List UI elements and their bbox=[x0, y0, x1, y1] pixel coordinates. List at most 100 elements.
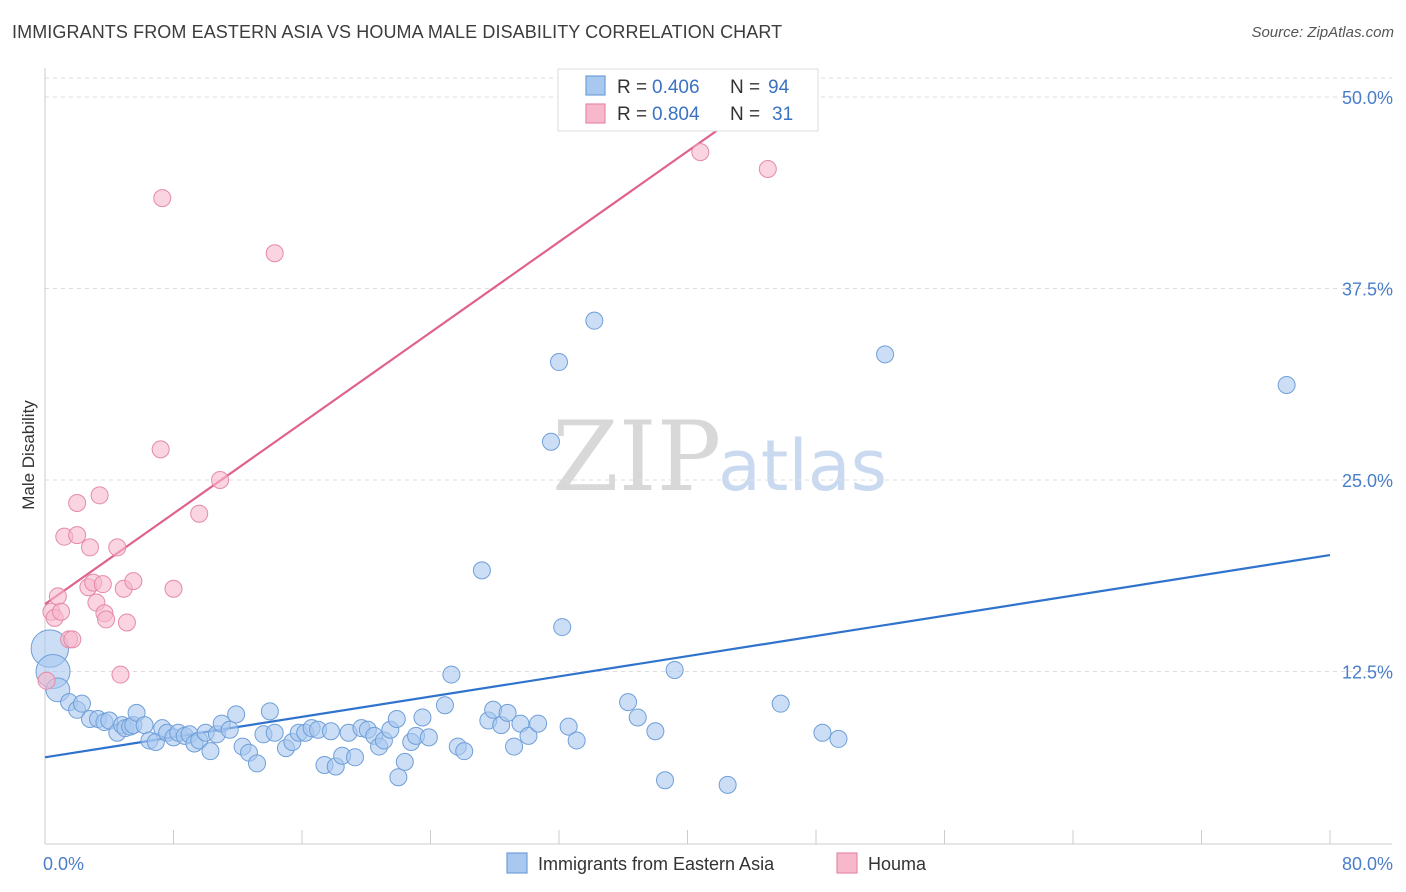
point-0-78 bbox=[553, 618, 572, 637]
point-1-7 bbox=[63, 630, 82, 649]
y-tick-labels: 12.5% 25.0% 37.5% 50.0% bbox=[1342, 88, 1393, 683]
point-1-26 bbox=[190, 504, 209, 523]
point-0-46 bbox=[321, 722, 340, 741]
point-1-25 bbox=[164, 579, 183, 598]
point-0-87 bbox=[665, 660, 684, 679]
legend-n-label-0: N = bbox=[730, 77, 760, 98]
point-1-17 bbox=[97, 610, 116, 629]
legend-bottom-label-eastern-asia: Immigrants from Eastern Asia bbox=[538, 854, 775, 874]
series-1-points bbox=[37, 143, 777, 690]
point-1-18 bbox=[108, 538, 127, 557]
point-0-57 bbox=[387, 709, 406, 728]
point-0-58 bbox=[389, 768, 408, 787]
point-0-65 bbox=[442, 665, 461, 684]
x-tick-labels: 0.0% 80.0% bbox=[43, 854, 1393, 874]
trend-line-0 bbox=[44, 553, 1331, 759]
point-0-72 bbox=[498, 703, 517, 722]
point-0-63 bbox=[419, 728, 438, 747]
point-1-22 bbox=[124, 572, 143, 591]
point-1-27 bbox=[211, 471, 230, 489]
point-1-21 bbox=[117, 613, 136, 632]
legend-n-value-1: 31 bbox=[772, 104, 793, 125]
point-0-37 bbox=[260, 702, 279, 721]
y-tick-label-2: 37.5% bbox=[1342, 280, 1393, 300]
legend-r-label-0: R = bbox=[617, 77, 647, 98]
point-1-30 bbox=[758, 160, 777, 179]
point-0-80 bbox=[559, 717, 578, 736]
point-1-14 bbox=[90, 486, 109, 505]
x-tick-label-0: 0.0% bbox=[43, 854, 84, 874]
point-1-19 bbox=[111, 665, 130, 684]
legend-r-value-0: 0.406 bbox=[652, 77, 700, 98]
y-tick-label-0: 12.5% bbox=[1342, 663, 1393, 683]
point-1-0 bbox=[37, 671, 56, 690]
point-0-64 bbox=[435, 696, 454, 715]
legend-bottom-swatch-eastern-asia bbox=[506, 852, 528, 874]
point-0-91 bbox=[829, 729, 848, 748]
axes bbox=[44, 68, 1392, 845]
point-1-8 bbox=[68, 526, 87, 545]
y-tick-label-3: 50.0% bbox=[1342, 88, 1393, 108]
grid-lines bbox=[45, 77, 1392, 672]
point-0-28 bbox=[201, 742, 220, 761]
point-0-38 bbox=[265, 723, 284, 742]
point-0-93 bbox=[1277, 376, 1296, 395]
point-1-24 bbox=[153, 189, 172, 208]
source-label: Source: ZipAtlas.com bbox=[1251, 24, 1394, 41]
point-0-32 bbox=[227, 705, 246, 724]
point-0-35 bbox=[248, 754, 267, 773]
legend-bottom-swatch-houma bbox=[836, 852, 858, 874]
legend-bottom: Immigrants from Eastern Asia Houma bbox=[506, 852, 927, 874]
point-0-68 bbox=[472, 561, 491, 580]
point-0-76 bbox=[529, 714, 548, 733]
point-0-86 bbox=[656, 771, 675, 790]
point-0-77 bbox=[541, 432, 560, 451]
point-1-4 bbox=[52, 602, 71, 621]
point-0-79 bbox=[550, 353, 568, 372]
chart-title: IMMIGRANTS FROM EASTERN ASIA VS HOUMA MA… bbox=[12, 22, 783, 42]
point-0-92 bbox=[876, 345, 895, 364]
legend-r-label-1: R = bbox=[617, 104, 647, 125]
point-0-81 bbox=[567, 731, 586, 750]
legend-n-label-1: N = bbox=[730, 104, 760, 125]
data-points bbox=[30, 143, 1296, 794]
trend-lines bbox=[44, 96, 1331, 759]
legend-swatch-eastern-asia bbox=[585, 75, 606, 96]
point-0-67 bbox=[455, 742, 474, 761]
point-1-3 bbox=[48, 587, 67, 606]
series-0-points bbox=[30, 311, 1296, 794]
point-0-31 bbox=[220, 720, 239, 739]
point-1-28 bbox=[265, 244, 284, 263]
point-0-85 bbox=[646, 722, 665, 741]
trend-line-1 bbox=[44, 96, 766, 605]
point-0-73 bbox=[505, 737, 524, 756]
point-1-11 bbox=[80, 538, 99, 557]
point-0-82 bbox=[585, 311, 604, 330]
legend-swatch-houma bbox=[585, 103, 606, 124]
y-tick-label-1: 25.0% bbox=[1342, 471, 1393, 491]
legend-top: R = 0.406 N = 94 R = 0.804 N = 31 bbox=[557, 68, 819, 132]
point-0-84 bbox=[628, 708, 647, 727]
point-0-62 bbox=[413, 708, 432, 727]
point-0-90 bbox=[813, 723, 832, 742]
point-0-16 bbox=[135, 716, 154, 735]
point-0-88 bbox=[718, 775, 737, 794]
point-0-59 bbox=[395, 752, 414, 771]
legend-bottom-label-houma: Houma bbox=[868, 854, 927, 874]
point-1-29 bbox=[691, 143, 710, 162]
watermark-zip: ZIP bbox=[552, 401, 721, 513]
x-tick-label-1: 80.0% bbox=[1342, 854, 1393, 874]
point-0-5 bbox=[72, 694, 91, 713]
watermark-atlas: atlas bbox=[718, 425, 887, 507]
point-1-15 bbox=[93, 575, 112, 594]
point-1-9 bbox=[68, 493, 87, 512]
point-0-75 bbox=[519, 726, 538, 745]
point-0-83 bbox=[619, 693, 638, 712]
legend-r-value-1: 0.804 bbox=[652, 104, 700, 125]
legend-n-value-0: 94 bbox=[768, 77, 790, 98]
point-0-89 bbox=[771, 694, 790, 713]
point-0-50 bbox=[346, 748, 365, 767]
y-axis-label: Male Disability bbox=[19, 400, 38, 510]
point-1-23 bbox=[151, 440, 170, 459]
